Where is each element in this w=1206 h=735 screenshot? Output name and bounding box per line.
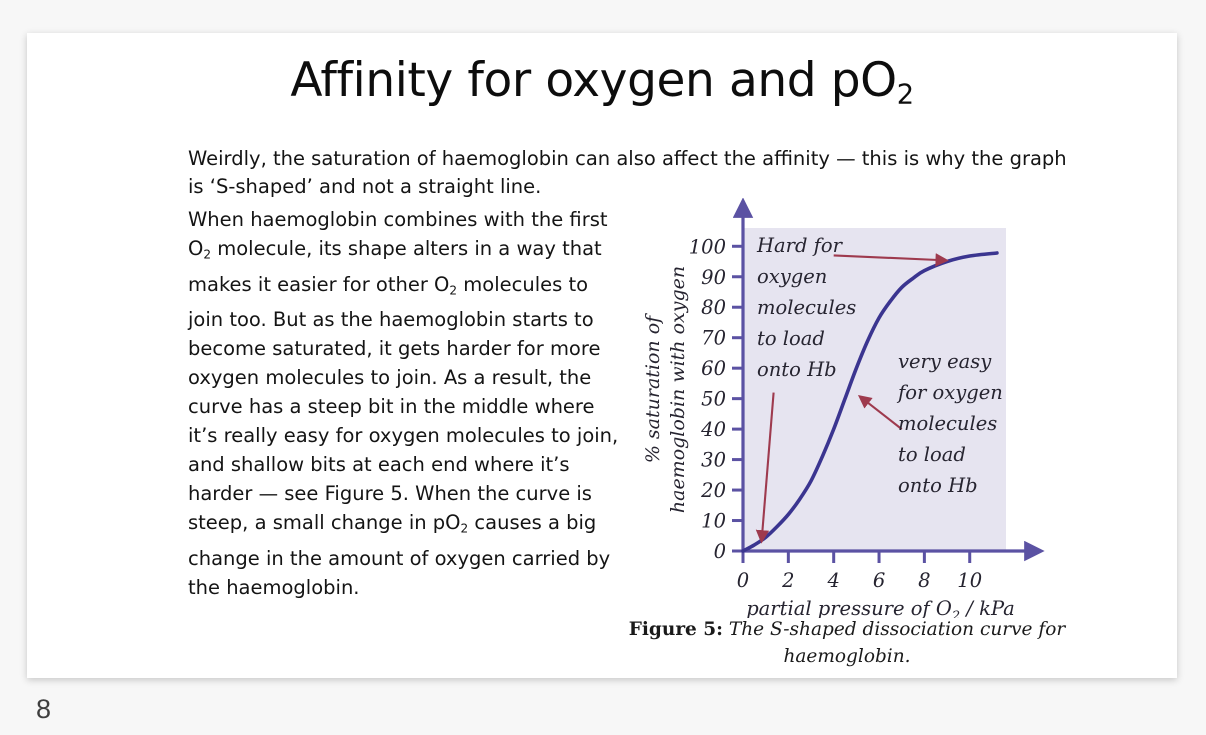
y-tick-label: 80 — [701, 296, 726, 319]
body-part-3: molecules to join too. But as the haemog… — [188, 272, 619, 535]
arrow-to-steep-midpoint — [857, 394, 903, 430]
arrow-to-plateau — [833, 253, 949, 267]
annotation-easy-line-2: for oxygen — [896, 381, 1003, 404]
figure-5: 0 10 20 30 40 50 60 70 80 90 100 0 2 4 6 8 10 % saturatio… — [627, 198, 1067, 678]
annotation-easy-line-1: very easy — [898, 350, 992, 373]
x-tick-label: 6 — [873, 569, 885, 592]
x-tick-label: 8 — [918, 569, 930, 592]
body-subscript-3: 2 — [460, 521, 469, 536]
x-tick-label: 0 — [737, 569, 749, 592]
intro-paragraph: Weirdly, the saturation of haemoglobin c… — [188, 147, 1067, 198]
body-subscript-2: 2 — [449, 283, 458, 298]
dissociation-curve — [741, 251, 999, 553]
y-axis-title-line1: % saturation of — [642, 313, 664, 463]
annotation-hard-line-5: onto Hb — [757, 358, 837, 381]
y-tick-label: 10 — [701, 510, 726, 533]
arrow-to-origin — [755, 392, 775, 544]
body-subscript-1: 2 — [203, 247, 212, 262]
figure-caption-label: Figure 5: — [628, 619, 723, 640]
body-part-2: molecule, its shape alters in a way that… — [188, 237, 602, 296]
y-tick-label: 50 — [701, 388, 726, 411]
annotation-hard-line-2: oxygen — [757, 265, 827, 288]
body-part-4: causes a big change in the amount of oxy… — [188, 511, 611, 599]
x-axis-title: partial pressure of O2 / kPa — [746, 597, 1015, 618]
y-tick-label: 100 — [689, 235, 726, 258]
dissociation-curve-chart: 0 10 20 30 40 50 60 70 80 90 100 0 2 4 6 8 10 % saturatio… — [642, 198, 1045, 618]
y-tick-label: 30 — [701, 449, 726, 472]
body-part-1: When haemoglobin combines with the first… — [188, 208, 608, 260]
x-tick-label: 10 — [957, 569, 982, 592]
page-title: Affinity for oxygen and pO2 — [27, 53, 1177, 111]
body-paragraph: When haemoglobin combines with the first… — [188, 205, 620, 602]
page-title-text: Affinity for oxygen and pO — [290, 53, 897, 108]
slide-card: Affinity for oxygen and pO2 Weirdly, the… — [27, 33, 1177, 678]
y-tick-label: 60 — [701, 357, 726, 380]
annotation-easy-line-4: to load — [898, 443, 966, 466]
y-tick-label: 0 — [714, 540, 726, 563]
x-tick-label: 4 — [826, 569, 839, 592]
y-tick-label: 20 — [700, 479, 726, 502]
page-title-subscript: 2 — [896, 79, 914, 111]
y-tick-label: 40 — [700, 418, 726, 441]
plot-area-background — [743, 228, 1006, 551]
y-axis-title-line2: haemoglobin with oxygen — [667, 266, 689, 513]
annotation-easy-line-3: molecules — [898, 412, 997, 435]
annotation-easy-line-5: onto Hb — [898, 474, 978, 497]
annotation-hard-line-3: molecules — [757, 296, 856, 319]
page-number: 8 — [36, 694, 52, 724]
x-tick-label: 2 — [781, 569, 794, 592]
y-tick-label: 90 — [701, 266, 726, 289]
y-tick-label: 70 — [701, 327, 726, 350]
figure-caption: Figure 5: The S-shaped dissociation curv… — [627, 616, 1067, 670]
annotation-hard-line-4: to load — [757, 327, 825, 350]
figure-caption-text: The S-shaped dissociation curve for haem… — [722, 619, 1066, 667]
annotation-hard-line-1: Hard for — [756, 234, 844, 257]
